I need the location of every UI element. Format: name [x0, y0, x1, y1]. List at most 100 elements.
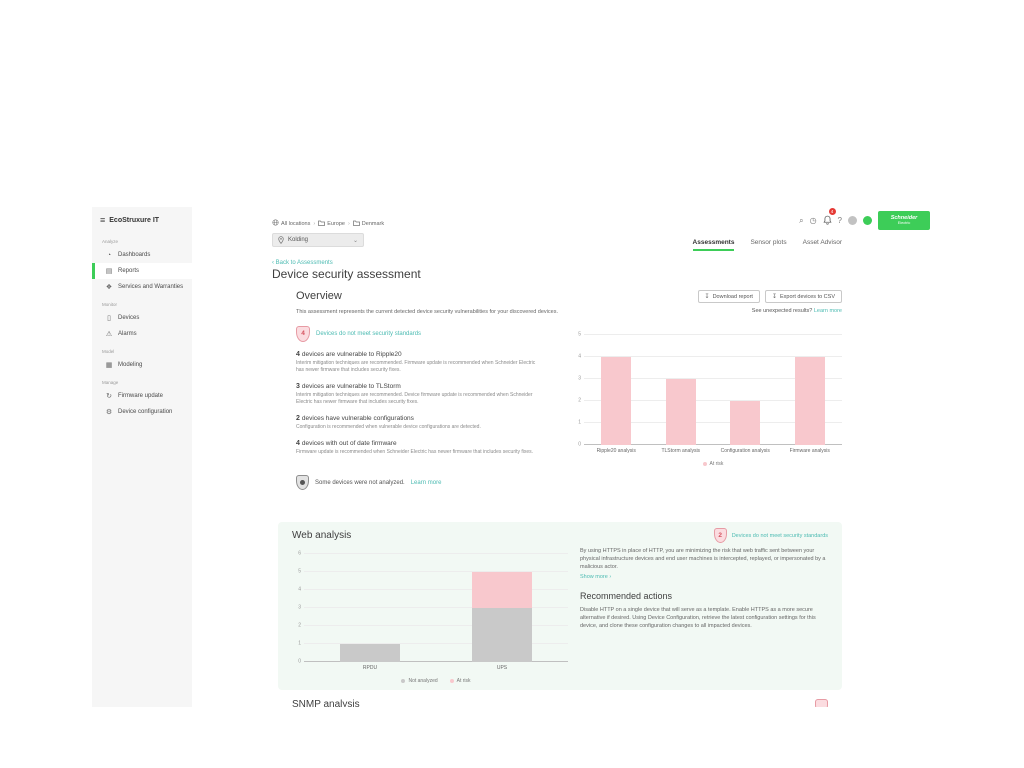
notifications-button[interactable]: 4: [823, 207, 836, 230]
breadcrumb-item-denmark[interactable]: Denmark: [352, 220, 385, 228]
vulnerability-item: 2 devices have vulnerable configurations C…: [296, 415, 558, 431]
y-axis-tick-label: 5: [298, 568, 301, 575]
sidebar: ≡ EcoStruxure IT Analyze ◔ Dashboards ▤ Repo…: [92, 207, 192, 707]
x-axis-labels: RPDU UPS: [304, 665, 568, 671]
bar-rpdu-not-analyzed: [340, 644, 400, 662]
clock-icon[interactable]: ◷: [809, 215, 817, 225]
web-analysis-description: By using HTTPS in place of HTTP, you are…: [580, 548, 826, 570]
back-link[interactable]: ‹ Back to Assessments: [272, 260, 333, 266]
not-analyzed-learn-more-link[interactable]: Learn more: [410, 479, 442, 486]
brand-logo-text: EcoStruxure IT: [109, 217, 160, 224]
sidebar-item-services-and-warranties[interactable]: ❖ Services and Warranties: [92, 279, 192, 295]
gridline: [304, 661, 568, 662]
sidebar-section-label: Analyze: [102, 239, 119, 244]
y-axis-tick-label: 5: [578, 331, 581, 338]
topbar-icons: ⌕ ◷ 4 ? Schneider Electric: [799, 207, 930, 230]
hamburger-menu-icon[interactable]: ≡: [100, 215, 106, 225]
unexpected-learn-more-link[interactable]: Learn more: [813, 308, 842, 314]
vulnerability-count: 2: [296, 415, 300, 423]
unexpected-results-note: See unexpected results? Learn more: [752, 308, 842, 314]
search-icon[interactable]: ⌕: [799, 215, 804, 225]
y-axis-tick-label: 0: [578, 441, 581, 448]
globe-icon: [272, 219, 279, 228]
not-analyzed-shield-icon: [296, 475, 309, 490]
bar-firmware-analysis-at-risk: [794, 357, 825, 445]
risk-badge-label[interactable]: Devices do not meet security standards: [316, 330, 422, 337]
sidebar-item-dashboards[interactable]: ◔ Dashboards: [92, 247, 192, 263]
back-arrow-icon: ‹: [272, 260, 276, 266]
help-icon[interactable]: ?: [837, 215, 842, 225]
breadcrumb-item-all-locations[interactable]: All locations: [272, 219, 310, 228]
vulnerability-title: 4 devices with out of date firmware: [296, 440, 397, 448]
x-axis-label-tlstorm-analysis: TLStorm analysis: [661, 448, 701, 454]
download-icon: ↧: [704, 294, 710, 300]
show-more-label: Show more: [580, 573, 608, 580]
legend-item-at-risk: At risk: [702, 461, 723, 467]
location-selector[interactable]: Kolding ⌄: [272, 233, 364, 247]
chart-legend: Not analyzed At risk: [304, 678, 568, 684]
sidebar-item-reports[interactable]: ▤ Reports: [92, 263, 192, 279]
y-axis-tick-label: 3: [578, 375, 581, 382]
x-axis-labels: Ripple20 analysis TLStorm analysis Configu…: [584, 448, 842, 454]
sidebar-item-device-configuration[interactable]: ⚙ Device configuration: [92, 404, 192, 420]
not-analyzed-text: Some devices were not analyzed.: [315, 479, 405, 486]
sidebar-item-modeling[interactable]: ▦ Modeling: [92, 357, 192, 373]
legend-label: Not analyzed: [408, 678, 438, 684]
chart-plot: 0 1 2 3 4 5 6: [298, 551, 568, 664]
web-risk-count: 2: [718, 532, 723, 539]
bar-slot-firmware-analysis: [778, 335, 843, 445]
bar-slot-configuration-analysis: [713, 335, 778, 445]
snmp-risk-shield-icon: [815, 699, 828, 707]
export-csv-button[interactable]: ↧ Export devices to CSV: [764, 290, 842, 303]
web-risk-badge-label[interactable]: Devices do not meet security standards: [731, 532, 828, 539]
sidebar-nav: Analyze ◔ Dashboards ▤ Reports ❖ Services and …: [92, 232, 192, 420]
vulnerability-count: 3: [296, 382, 300, 390]
download-report-label: Download report: [712, 293, 753, 300]
breadcrumb-label: Denmark: [361, 220, 385, 227]
status-dot-icon: [863, 216, 872, 225]
bar-ups-not-analyzed: [472, 608, 532, 662]
gridline: [584, 422, 842, 423]
sidebar-section-label: Manage: [102, 380, 119, 385]
legend-dot-icon: [449, 679, 454, 683]
sidebar-item-devices[interactable]: ▯ Devices: [92, 310, 192, 326]
schneider-logo-line1: Schneider: [890, 215, 918, 222]
gridline: [584, 378, 842, 379]
chevron-down-icon: ⌄: [352, 237, 358, 244]
risk-shield-icon: 4: [296, 325, 310, 342]
overview-description: This assessment represents the current d…: [296, 309, 558, 315]
back-link-label: Back to Assessments: [275, 260, 333, 266]
vulnerability-description: Interim mitigation techniques are recomm…: [296, 359, 536, 373]
download-report-button[interactable]: ↧ Download report: [697, 290, 760, 303]
breadcrumb-label: All locations: [281, 220, 311, 227]
bell-icon: [823, 215, 832, 225]
tab-assessments[interactable]: Assessments: [692, 239, 735, 251]
sidebar-item-firmware-update[interactable]: ↻ Firmware update: [92, 388, 192, 404]
show-more-link[interactable]: Show more ›: [580, 574, 611, 582]
vulnerability-item: 4 devices are vulnerable to Ripple20 Inter…: [296, 351, 558, 374]
chart-bars: [584, 335, 842, 445]
bar-ups-at-risk: [472, 572, 532, 608]
tabs: Assessments Sensor plots Asset Advisor: [692, 239, 842, 251]
web-risk-shield-icon: 2: [713, 528, 727, 543]
schneider-logo-line2: Electric: [897, 221, 911, 226]
device-configuration-icon: ⚙: [105, 409, 113, 416]
vulnerability-title: 4 devices are vulnerable to Ripple20: [296, 350, 402, 358]
sidebar-item-label: Alarms: [118, 331, 137, 337]
legend-item-not-analyzed: Not analyzed: [401, 678, 438, 684]
recommended-actions-text: Disable HTTP on a single device that wil…: [580, 606, 816, 629]
web-analysis-text: By using HTTPS in place of HTTP, you are…: [568, 548, 828, 684]
tab-asset-advisor[interactable]: Asset Advisor: [802, 239, 842, 246]
legend-item-at-risk: At risk: [449, 678, 471, 684]
y-axis-tick-label: 4: [578, 353, 581, 360]
breadcrumb-item-europe[interactable]: Europe: [318, 220, 345, 228]
web-risk-badge-row: 2 Devices do not meet security standards: [713, 528, 828, 543]
sidebar-item-alarms[interactable]: ⚠ Alarms: [92, 326, 192, 342]
not-analyzed-row: Some devices were not analyzed. Learn mo…: [296, 475, 842, 490]
tab-sensor-plots[interactable]: Sensor plots: [750, 239, 787, 246]
gridline: [584, 356, 842, 357]
location-selector-value: Kolding: [288, 237, 309, 243]
legend-dot-icon: [401, 679, 406, 683]
export-icon: ↧: [771, 294, 777, 300]
user-avatar[interactable]: [848, 216, 857, 225]
